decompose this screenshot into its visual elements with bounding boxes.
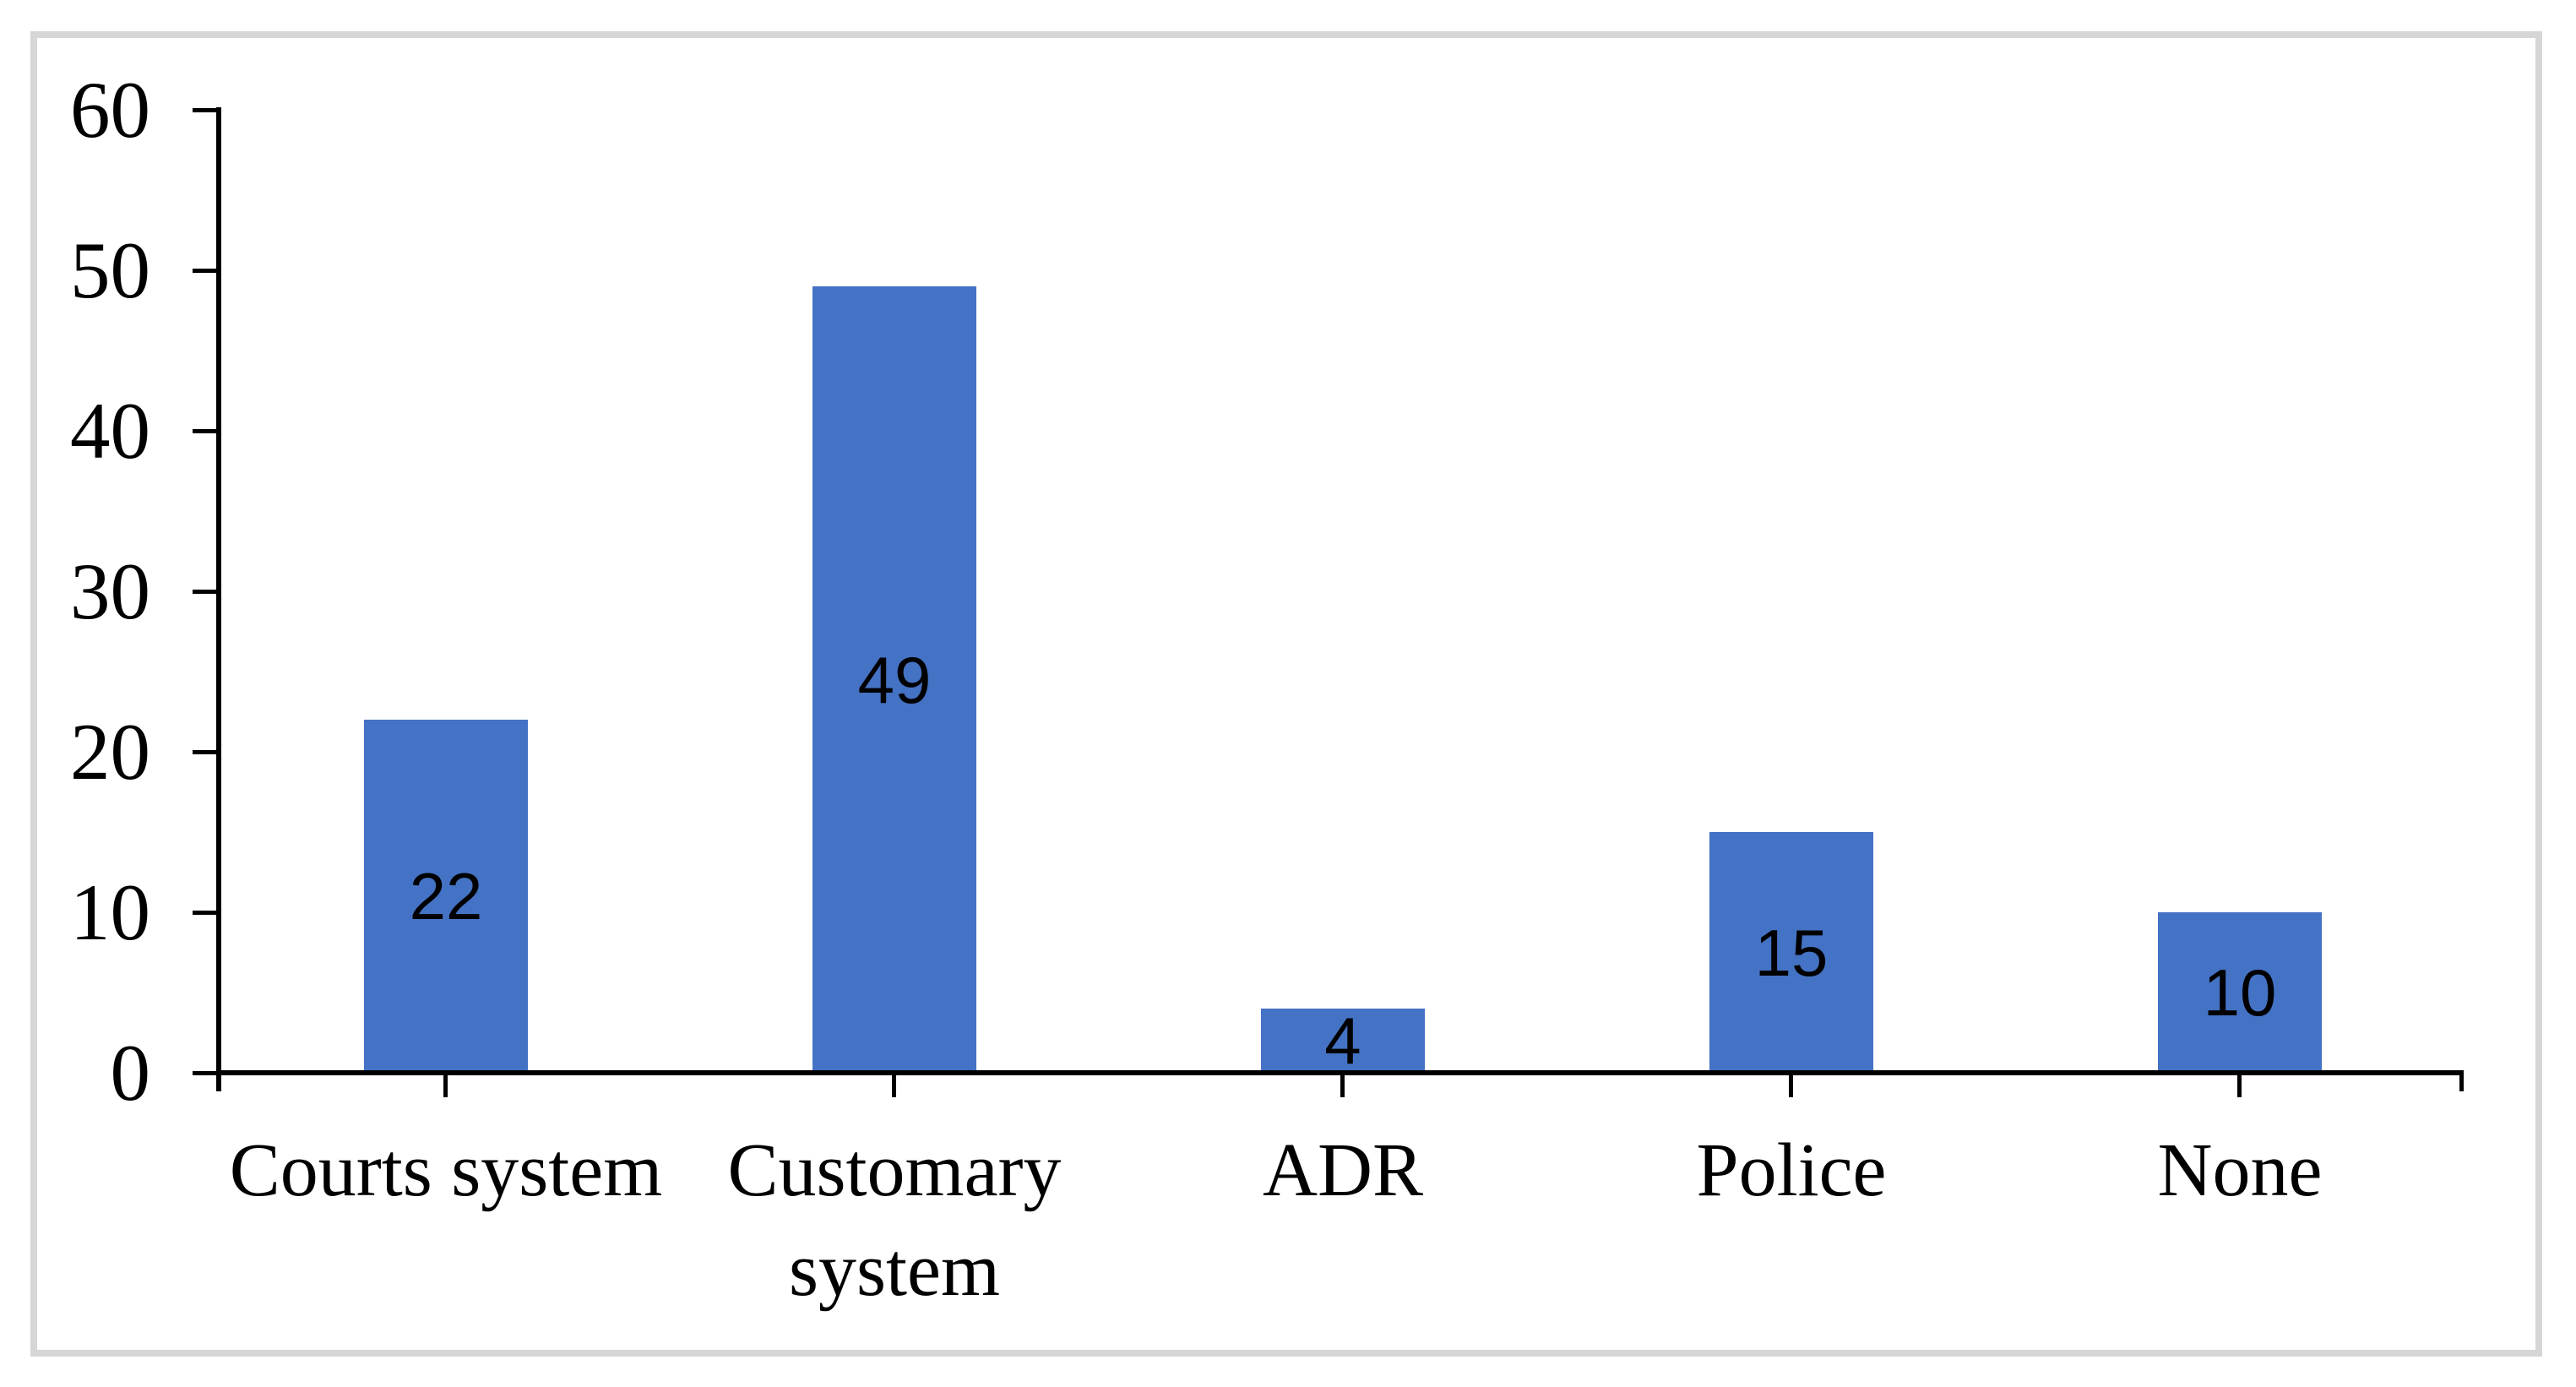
x-axis-end-tick: [2459, 1075, 2464, 1091]
y-axis-tick: [193, 269, 216, 273]
x-axis-category-label-line: system: [788, 1228, 1000, 1312]
x-axis-tick: [1789, 1075, 1793, 1097]
x-axis-category-label: Customary system: [607, 1121, 1182, 1320]
bar-value-label: 22: [409, 859, 483, 933]
bar-police: [1709, 832, 1873, 1073]
bar-value-label: 49: [857, 643, 932, 717]
bar-none: [2158, 912, 2322, 1073]
x-axis-category-label: Courts system: [159, 1121, 733, 1221]
x-axis-tick: [443, 1075, 448, 1097]
x-axis-category-label: ADR: [1056, 1121, 1630, 1221]
y-axis-tick: [193, 750, 216, 754]
y-axis-tick-label: 30: [70, 547, 150, 636]
y-axis-line: [216, 107, 221, 1091]
x-axis-tick: [892, 1075, 896, 1097]
y-axis-tick: [193, 429, 216, 433]
y-axis-tick-label: 50: [70, 226, 150, 315]
x-axis-category-label-line: ADR: [1262, 1129, 1424, 1212]
y-axis-tick-label: 40: [70, 386, 150, 476]
x-axis-tick: [1340, 1075, 1345, 1097]
figure-border: [30, 31, 2542, 1357]
y-axis-tick: [193, 1071, 216, 1075]
y-axis-tick: [193, 590, 216, 594]
y-axis-tick-label: 10: [70, 868, 150, 957]
bar-customary-system: [812, 286, 976, 1073]
y-axis-tick: [193, 911, 216, 915]
x-axis-category-label-line: Courts system: [229, 1129, 663, 1212]
x-axis-tick: [2237, 1075, 2242, 1097]
x-axis-line: [216, 1070, 2464, 1075]
bar-value-label: 15: [1754, 916, 1829, 990]
x-axis-category-label-line: None: [2157, 1129, 2323, 1212]
y-axis-tick-label: 0: [110, 1028, 151, 1118]
bar-adr: [1261, 1009, 1425, 1073]
x-axis-category-label: None: [1953, 1121, 2527, 1221]
x-axis-category-label: Police: [1504, 1121, 2079, 1221]
y-axis-tick: [193, 108, 216, 112]
y-axis-tick-label: 60: [70, 65, 150, 155]
x-axis-category-label-line: Police: [1696, 1129, 1887, 1212]
y-axis-tick-label: 20: [70, 707, 150, 797]
bar-courts-system: [364, 720, 528, 1073]
bar-value-label: 4: [1324, 1004, 1361, 1078]
bar-value-label: 10: [2203, 955, 2277, 1030]
x-axis-category-label-line: Customary: [727, 1129, 1062, 1212]
